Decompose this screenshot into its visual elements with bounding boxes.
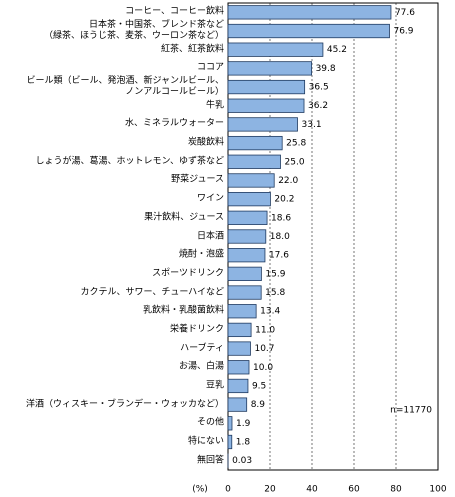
x-tick-label: 100: [429, 485, 446, 495]
bar: [227, 229, 267, 244]
category-label: 日本茶・中国茶、ブレンド茶など （緑茶、ほうじ茶、麦茶、ウーロン茶など）: [43, 20, 224, 42]
value-label: 39.8: [316, 64, 336, 74]
bar: [227, 304, 257, 319]
value-label: 76.9: [393, 27, 413, 37]
bar: [227, 173, 275, 188]
bar: [227, 117, 298, 132]
category-label: 豆乳: [205, 380, 224, 391]
bar: [227, 378, 249, 394]
bar: [227, 322, 252, 338]
category-label: 紅茶、紅茶飲料: [160, 44, 224, 55]
value-label: 20.2: [274, 195, 294, 205]
bar: [227, 360, 250, 375]
value-label: 45.2: [327, 45, 347, 55]
x-tick-label: 80: [390, 485, 402, 495]
bar: [227, 42, 324, 57]
value-label: 13.4: [260, 307, 280, 317]
category-label: ココア: [196, 62, 224, 73]
bar: [227, 98, 305, 113]
category-label: 牛乳: [205, 100, 224, 111]
value-label: 15.9: [265, 269, 285, 279]
bar: [227, 79, 306, 95]
value-label: 0.03: [232, 456, 252, 466]
bar: [227, 285, 262, 300]
value-label: 1.8: [236, 437, 251, 447]
value-label: 36.2: [308, 101, 328, 111]
value-label: 22.0: [278, 176, 298, 186]
x-tick-label: 0: [225, 485, 231, 495]
bar: [227, 397, 248, 412]
category-label: ビール類（ビール、発泡酒、新ジャンルビール、 ノンアルコールビール）: [26, 76, 224, 98]
value-label: 1.9: [236, 419, 251, 429]
bar: [227, 341, 251, 356]
value-label: 10.7: [254, 344, 274, 354]
value-label: 15.8: [265, 288, 285, 298]
category-label: 特にない: [187, 436, 224, 447]
bar: [227, 416, 233, 431]
x-tick-label: 60: [348, 485, 360, 495]
bar: [227, 248, 266, 263]
category-label: 乳飲料・乳酸菌飲料: [142, 305, 224, 316]
value-label: 8.9: [251, 400, 266, 410]
category-label: 果汁飲料、ジュース: [144, 212, 224, 223]
value-label: 25.0: [285, 157, 305, 167]
category-label: 焼酎・泡盛: [178, 249, 224, 260]
bar: [227, 23, 390, 39]
value-label: 33.1: [302, 120, 322, 130]
category-label: 水、ミネラルウォーター: [124, 118, 224, 129]
category-label: その他: [196, 417, 224, 428]
bar: [227, 135, 283, 151]
category-label: 無回答: [196, 455, 224, 466]
category-label: しょうが湯、葛湯、ホットレモン、ゆず茶など: [35, 156, 224, 167]
value-label: 9.5: [252, 381, 266, 391]
category-label: 洋酒（ウィスキー・ブランデー・ウォッカなど）: [25, 399, 224, 410]
value-label: 18.0: [270, 232, 290, 242]
bar: [227, 154, 281, 169]
category-label: 炭酸飲料: [187, 137, 224, 148]
bar: [227, 210, 268, 225]
value-label: 36.5: [309, 83, 329, 93]
x-tick-label: 40: [306, 485, 318, 495]
value-label: 17.6: [269, 251, 289, 261]
value-label: 11.0: [255, 325, 275, 335]
value-label: 18.6: [271, 213, 291, 223]
category-label: ワイン: [196, 193, 224, 204]
bar: [227, 434, 233, 450]
category-label: お湯、白湯: [178, 361, 224, 372]
category-label: 栄養ドリンク: [169, 324, 224, 335]
category-label: スポーツドリンク: [152, 268, 224, 279]
value-label: 10.0: [253, 363, 273, 373]
value-label: 25.8: [286, 139, 306, 149]
bar: [227, 5, 392, 20]
x-tick-label: 20: [264, 485, 276, 495]
x-axis-label: (%): [192, 485, 208, 495]
category-label: 野菜ジュース: [171, 174, 224, 185]
bar: [227, 192, 271, 207]
bar: [227, 61, 312, 76]
value-label: 77.6: [395, 8, 415, 18]
category-label: カクテル、サワー、チューハイなど: [80, 287, 224, 298]
category-label: コーヒー、コーヒー飲料: [125, 6, 224, 17]
annotation: n=11770: [390, 406, 432, 416]
bar: [227, 266, 262, 281]
category-label: ハーブティ: [180, 343, 224, 354]
category-label: 日本酒: [196, 231, 224, 241]
